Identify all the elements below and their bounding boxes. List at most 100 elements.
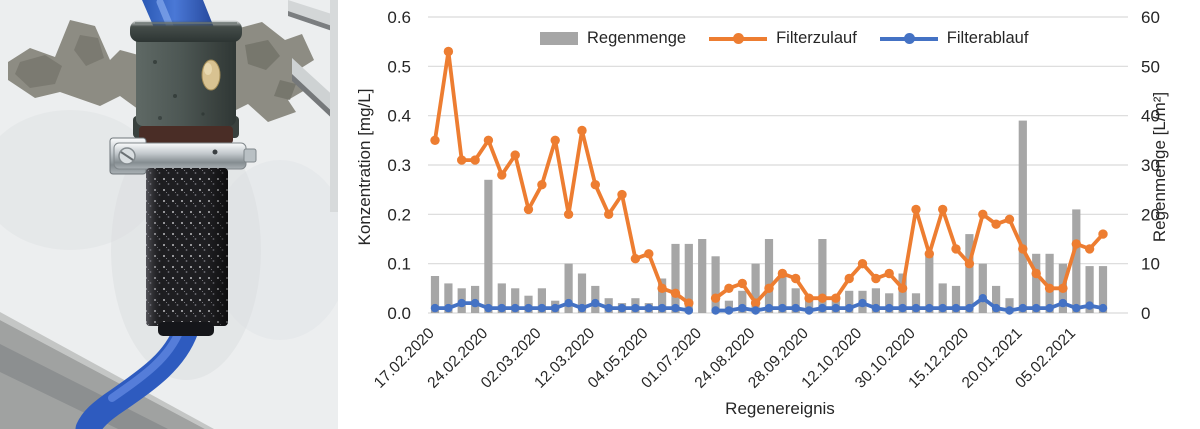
- data-point-filterablauf: [511, 303, 520, 313]
- bar-regenmenge: [1045, 253, 1054, 313]
- y-left-tick: 0.2: [387, 205, 411, 224]
- chart-panel: 0.0 0 0.1 10 0.2 20 0.3 30 0.4 40 0.5 50 0.6 60 17.02.…: [338, 0, 1200, 429]
- bar-regenmenge: [537, 288, 546, 313]
- data-point-filterzulauf: [617, 189, 627, 200]
- filter-head-cap[interactable]: [136, 30, 236, 126]
- data-point-filterablauf: [991, 303, 1001, 313]
- data-point-filterzulauf: [563, 209, 574, 219]
- bar-regenmenge: [751, 263, 760, 313]
- data-point-filterablauf: [577, 303, 587, 313]
- data-point-filterablauf: [1005, 306, 1014, 315]
- data-point-filterablauf: [978, 294, 987, 303]
- stone-ledge: [292, 58, 338, 122]
- bar-regenmenge: [1072, 209, 1081, 313]
- data-point-filterablauf: [524, 303, 533, 313]
- cement-patch: [15, 35, 104, 88]
- data-point-filterzulauf: [590, 180, 600, 190]
- data-point-filterzulauf: [604, 209, 614, 219]
- water-droplet: [153, 60, 157, 64]
- data-point-filterablauf: [1085, 301, 1094, 310]
- y-right-tick: 50: [1141, 57, 1160, 76]
- data-point-filterzulauf: [857, 259, 868, 269]
- cartridge-connector: [158, 322, 214, 336]
- concrete-base: [0, 320, 205, 429]
- data-point-filterablauf: [604, 303, 613, 313]
- data-point-filterablauf: [885, 303, 894, 313]
- sealant-blob-highlight: [204, 63, 212, 75]
- bar-regenmenge: [951, 285, 961, 313]
- bar-regenmenge: [911, 293, 921, 313]
- line-filterzulauf: [430, 46, 1108, 308]
- data-point-filterablauf: [938, 303, 947, 313]
- data-point-filterablauf: [965, 303, 974, 313]
- bar-regenmenge: [764, 239, 774, 313]
- data-point-filterzulauf: [1004, 214, 1015, 224]
- legend-label-filterablauf: Filterablauf: [946, 29, 1029, 47]
- bar-regenmenge: [444, 283, 453, 313]
- bar-regenmenge: [497, 283, 506, 313]
- bar-regenmenge: [711, 256, 720, 313]
- bar-regenmenge: [778, 276, 787, 313]
- concrete-base: [0, 312, 214, 429]
- bar-regenmenge: [430, 276, 440, 313]
- y-left-tick: 0.4: [387, 107, 411, 126]
- stone-ledge: [292, 74, 338, 124]
- data-point-filterzulauf: [924, 249, 934, 259]
- data-point-filterzulauf: [777, 268, 788, 279]
- bar-regenmenge: [511, 288, 520, 313]
- bar-regenmenge: [1018, 120, 1027, 313]
- data-point-filterzulauf: [443, 46, 454, 57]
- combo-chart-svg: 0.0 0 0.1 10 0.2 20 0.3 30 0.4 40 0.5 50 0.6 60 17.02.…: [371, 8, 1160, 392]
- legend-line-filterzulauf: [709, 32, 768, 44]
- data-point-filterzulauf: [978, 209, 988, 219]
- line-filterablauf: [430, 294, 1108, 315]
- data-point-filterzulauf: [951, 244, 961, 254]
- bar-regenmenge: [738, 290, 747, 313]
- data-point-filterzulauf: [430, 135, 440, 145]
- bar-regenmenge: [885, 293, 894, 313]
- data-point-filterzulauf: [897, 283, 908, 293]
- data-point-filterzulauf: [710, 293, 721, 303]
- data-point-filterablauf: [1058, 298, 1068, 308]
- data-point-filterablauf: [1072, 303, 1081, 313]
- data-point-filterzulauf: [483, 135, 494, 145]
- data-point-filterablauf: [551, 303, 560, 313]
- data-point-filterablauf: [684, 306, 693, 315]
- data-point-filterablauf: [1018, 303, 1027, 313]
- bar-regenmenge: [871, 288, 880, 313]
- data-point-filterzulauf: [550, 135, 560, 145]
- legend-label-regenmenge: Regenmenge: [587, 29, 687, 47]
- data-point-filterzulauf: [684, 298, 694, 308]
- data-point-filterzulauf: [817, 293, 828, 303]
- y-right-tick: 30: [1141, 156, 1160, 175]
- data-point-filterablauf: [925, 303, 934, 313]
- data-point-filterzulauf: [1098, 229, 1108, 239]
- photo-illustration: [0, 0, 338, 429]
- data-point-filterzulauf: [964, 259, 975, 269]
- data-point-filterablauf: [871, 303, 881, 313]
- legend-line-filterablauf: [879, 32, 938, 44]
- data-point-filterablauf: [711, 306, 720, 315]
- data-point-filterzulauf: [1018, 244, 1028, 254]
- y-right-tick: 60: [1141, 8, 1160, 27]
- data-point-filterablauf: [778, 303, 787, 313]
- stone-ledge: [288, 0, 338, 30]
- data-point-filterzulauf: [831, 293, 841, 303]
- data-point-filterzulauf: [938, 204, 948, 215]
- data-point-filterzulauf: [737, 278, 747, 289]
- data-point-filterablauf: [444, 303, 453, 313]
- data-point-filterablauf: [738, 303, 747, 313]
- bar-regenmenge: [484, 179, 493, 313]
- y-right-tick: 10: [1141, 255, 1160, 274]
- outlet-hose[interactable]: [75, 317, 199, 429]
- x-tick-labels: 17.02.202024.02.202002.03.202012.03.2020…: [371, 325, 1079, 392]
- data-point-filterablauf: [724, 306, 734, 315]
- bar-regenmenge: [1085, 266, 1094, 313]
- data-point-filterzulauf: [871, 273, 881, 284]
- data-point-filterzulauf: [750, 298, 761, 308]
- bar-regenmenge: [925, 253, 934, 313]
- rubber-seal: [139, 126, 233, 144]
- stone-ledge: [288, 11, 338, 33]
- wall-shading: [210, 160, 338, 340]
- data-point-filterzulauf: [1044, 283, 1055, 293]
